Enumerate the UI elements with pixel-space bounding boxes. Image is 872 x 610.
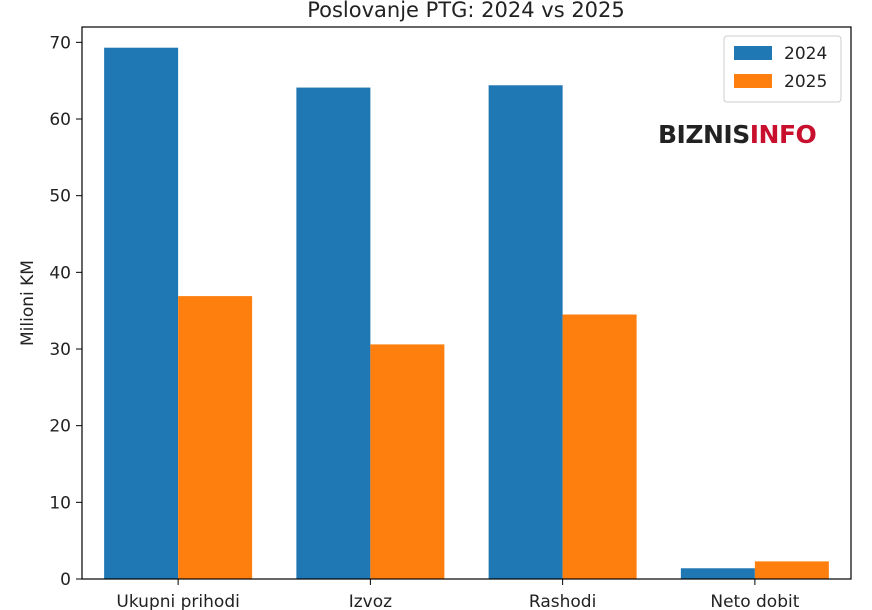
- bar-2024-3: [680, 568, 755, 579]
- y-axis: 0 10 20 30 40 50 60 70: [49, 33, 82, 590]
- x-tick-label: Rashodi: [529, 592, 596, 610]
- y-tick-label: 50: [49, 187, 71, 207]
- bar-2025-0: [178, 296, 253, 579]
- y-tick-label: 30: [49, 340, 71, 360]
- legend-label-2024: 2024: [784, 44, 827, 64]
- chart-title: Poslovanje PTG: 2024 vs 2025: [307, 0, 625, 22]
- bar-2024-2: [488, 85, 563, 580]
- legend-swatch-2025: [734, 74, 772, 88]
- y-tick-label: 0: [60, 570, 71, 590]
- y-tick-label: 10: [49, 493, 71, 513]
- legend: 2024 2025: [723, 35, 842, 103]
- logo-part-info: INFO: [750, 120, 817, 149]
- bar-2025-1: [370, 344, 445, 579]
- x-tick-label: Izvoz: [349, 592, 392, 610]
- bar-2024-1: [296, 87, 371, 580]
- y-tick-label: 70: [49, 33, 71, 53]
- y-tick-label: 40: [49, 263, 71, 283]
- y-tick-label: 20: [49, 417, 71, 437]
- legend-label-2025: 2025: [784, 72, 827, 92]
- bar-2024-0: [104, 47, 179, 579]
- x-tick-label: Neto dobit: [710, 592, 799, 610]
- y-tick-label: 60: [49, 110, 71, 130]
- y-axis-title: Milioni KM: [18, 260, 38, 346]
- legend-swatch-2024: [734, 46, 772, 60]
- x-tick-label: Ukupni prihodi: [116, 592, 239, 610]
- plot-frame: [81, 26, 852, 580]
- logo-part-biznis: BIZNIS: [658, 120, 750, 149]
- x-axis: Ukupni prihodi Izvoz Rashodi Neto dobit: [116, 579, 800, 610]
- bars-group: [104, 47, 829, 580]
- bar-2025-2: [562, 314, 637, 579]
- biznisinfo-logo: BIZNISINFO: [658, 120, 816, 149]
- bar-2025-3: [754, 561, 829, 579]
